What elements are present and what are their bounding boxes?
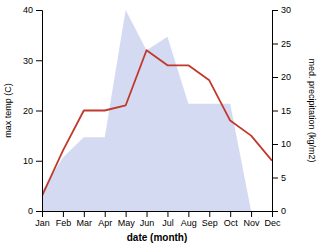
tick-mark: [36, 111, 42, 112]
tick-mark: [36, 161, 42, 162]
tick-mark: [126, 211, 127, 217]
axis-line: [43, 212, 273, 218]
y-axis: 0 10 20 30 40: [23, 5, 43, 216]
tick-label: Jun: [140, 218, 155, 228]
tick-mark: [209, 211, 210, 217]
tick-mark: [251, 211, 252, 217]
tick-mark: [272, 211, 278, 212]
tick-mark: [272, 44, 278, 45]
precipitation-area: [42, 10, 272, 211]
tick: Aug: [181, 211, 197, 228]
tick: 0: [28, 206, 42, 216]
axis-line: [273, 11, 279, 212]
y2-axis: 0 5 10 15 20 25 30: [272, 5, 291, 216]
tick-label: 10: [23, 156, 33, 166]
tick-label: Oct: [224, 218, 239, 228]
tick-label: 30: [23, 56, 33, 66]
tick: 10: [272, 139, 291, 149]
tick: 30: [272, 5, 291, 15]
tick-mark: [84, 211, 85, 217]
tick-mark: [272, 10, 278, 11]
x-axis: Jan Feb Mar Apr May Jun Jul Aug Sep Oct NovDec: [35, 211, 281, 228]
tick-label: 10: [281, 139, 291, 149]
tick-label: Nov: [244, 218, 261, 228]
tick-label: 5: [281, 173, 286, 183]
tick-label: 40: [23, 5, 33, 15]
axis-line: [36, 11, 43, 212]
tick: 25: [272, 39, 291, 49]
tick-mark: [63, 211, 64, 217]
tick-label: 20: [23, 106, 33, 116]
tick: Jul: [162, 211, 174, 228]
tick-label: May: [118, 218, 136, 228]
tick: Nov: [244, 211, 261, 228]
tick-label: 0: [281, 206, 286, 216]
tick-label: 15: [281, 106, 291, 116]
tick-mark: [36, 60, 42, 61]
tick-mark: [36, 10, 42, 11]
tick-mark: [272, 111, 278, 112]
tick: Apr: [98, 211, 112, 228]
tick-mark: [105, 211, 106, 217]
tick-mark: [167, 211, 168, 217]
tick-mark: [272, 77, 278, 78]
x-axis-title: date (month): [127, 232, 188, 243]
tick-label: 20: [281, 72, 291, 82]
tick-label: Mar: [77, 218, 93, 228]
y2-axis-title: med. precipitation (kg/m2): [307, 58, 317, 162]
tick-mark: [230, 211, 231, 217]
tick: May: [118, 211, 136, 228]
tick-label: Feb: [56, 218, 72, 228]
tick: 5: [272, 173, 286, 183]
tick: 0: [272, 206, 286, 216]
tick-label: 0: [28, 206, 33, 216]
tick: Oct: [224, 211, 239, 228]
tick-mark: [272, 178, 278, 179]
tick: Feb: [56, 211, 72, 228]
tick-mark: [36, 211, 42, 212]
tick-label: Jul: [162, 218, 174, 228]
temperature-line: [42, 50, 272, 196]
tick: 20: [272, 72, 291, 82]
tick: Mar: [77, 211, 93, 228]
tick-label: Sep: [202, 218, 218, 228]
marks: [42, 10, 272, 211]
tick: 40: [23, 5, 42, 15]
tick: Sep: [202, 211, 218, 228]
tick: 30: [23, 56, 42, 66]
tick-label: Dec: [264, 218, 281, 228]
tick-mark: [188, 211, 189, 217]
tick-label: Apr: [98, 218, 112, 228]
tick: 15: [272, 106, 291, 116]
tick-label: Aug: [181, 218, 197, 228]
tick-label: 30: [281, 5, 291, 15]
tick-mark: [272, 144, 278, 145]
tick: Dec: [264, 211, 281, 228]
tick: 20: [23, 106, 42, 116]
plot-area: JanFebMarAprMayJunJulAugSepOctNovDec0102…: [23, 5, 291, 228]
tick-mark: [147, 211, 148, 217]
tick: 10: [23, 156, 42, 166]
tick: Jun: [140, 211, 155, 228]
chart: JanFebMarAprMayJunJulAugSepOctNovDec0102…: [0, 0, 318, 247]
y-axis-title: max temp (C): [3, 83, 13, 138]
tick-label: Jan: [35, 218, 50, 228]
tick-label: 25: [281, 39, 291, 49]
tick: Jan: [35, 211, 50, 228]
